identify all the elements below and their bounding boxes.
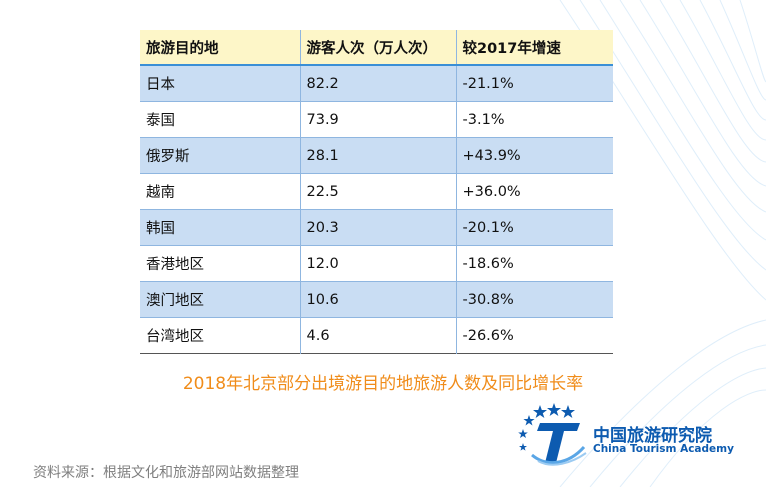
table-row: 澳门地区 10.6 -30.8% bbox=[140, 281, 613, 318]
cell-destination: 韩国 bbox=[146, 221, 175, 237]
cell-growth: -26.6% bbox=[455, 317, 613, 354]
table-row: 俄罗斯 28.1 +43.9% bbox=[140, 137, 613, 174]
header-destination: 旅游目的地 bbox=[140, 30, 300, 66]
cell-visitors: 73.9 bbox=[299, 101, 456, 138]
cell-growth: +43.9% bbox=[455, 137, 613, 174]
cell-destination: 俄罗斯 bbox=[146, 149, 190, 165]
cell-visitors: 22.5 bbox=[299, 173, 456, 210]
cell-destination: 越南 bbox=[146, 185, 175, 201]
cell-growth: -3.1% bbox=[455, 101, 613, 138]
logo-name-cn: 中国旅游研究院 bbox=[593, 426, 712, 446]
table-row: 越南 22.5 +36.0% bbox=[140, 173, 613, 210]
destination-table-container: 旅游目的地 游客人次（万人次） 较2017年增速 日本 82.2 -21.1% … bbox=[140, 30, 613, 354]
logo-name-en: China Tourism Academy bbox=[593, 443, 734, 455]
cell-growth: -30.8% bbox=[455, 281, 613, 318]
table-row: 香港地区 12.0 -18.6% bbox=[140, 245, 613, 282]
destination-table: 旅游目的地 游客人次（万人次） 较2017年增速 日本 82.2 -21.1% … bbox=[140, 30, 613, 354]
cell-growth: -18.6% bbox=[455, 245, 613, 282]
cell-visitors: 28.1 bbox=[299, 137, 456, 174]
cell-destination: 日本 bbox=[146, 77, 175, 93]
cell-growth: +36.0% bbox=[455, 173, 613, 210]
table-caption: 2018年北京部分出境游目的地旅游人数及同比增长率 bbox=[182, 374, 584, 394]
cell-destination: 泰国 bbox=[146, 113, 175, 129]
header-visitors: 游客人次（万人次） bbox=[299, 30, 456, 66]
cell-destination: 澳门地区 bbox=[146, 293, 204, 309]
cell-destination: 香港地区 bbox=[146, 257, 204, 273]
cell-visitors: 20.3 bbox=[299, 209, 456, 246]
table-row: 台湾地区 4.6 -26.6% bbox=[140, 317, 613, 354]
cell-visitors: 82.2 bbox=[299, 65, 456, 102]
cell-visitors: 4.6 bbox=[299, 317, 456, 354]
star-t-emblem-icon bbox=[518, 403, 587, 466]
header-growth: 较2017年增速 bbox=[455, 30, 613, 66]
cell-growth: -21.1% bbox=[455, 65, 613, 102]
academy-logo: 中国旅游研究院 China Tourism Academy bbox=[518, 403, 758, 468]
cell-visitors: 12.0 bbox=[299, 245, 456, 282]
source-note: 资料来源：根据文化和旅游部网站数据整理 bbox=[33, 465, 299, 481]
table-row: 泰国 73.9 -3.1% bbox=[140, 101, 613, 138]
table-row: 韩国 20.3 -20.1% bbox=[140, 209, 613, 246]
cell-growth: -20.1% bbox=[455, 209, 613, 246]
cell-destination: 台湾地区 bbox=[146, 329, 204, 345]
table-header-row: 旅游目的地 游客人次（万人次） 较2017年增速 bbox=[140, 30, 613, 66]
cell-visitors: 10.6 bbox=[299, 281, 456, 318]
table-row: 日本 82.2 -21.1% bbox=[140, 65, 613, 102]
